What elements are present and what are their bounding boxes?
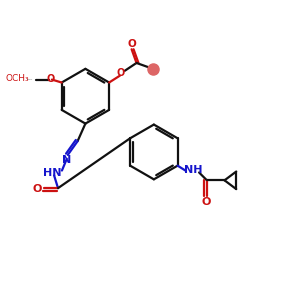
- Text: HN: HN: [43, 169, 62, 178]
- Text: O: O: [201, 197, 211, 207]
- Text: O: O: [33, 184, 42, 194]
- Text: O: O: [127, 39, 136, 50]
- Text: N: N: [62, 155, 71, 165]
- Text: O: O: [47, 74, 55, 84]
- Text: NH: NH: [184, 165, 203, 175]
- Text: O: O: [117, 68, 125, 78]
- Text: OCH₃: OCH₃: [6, 74, 29, 83]
- Text: methoxy: methoxy: [27, 79, 34, 80]
